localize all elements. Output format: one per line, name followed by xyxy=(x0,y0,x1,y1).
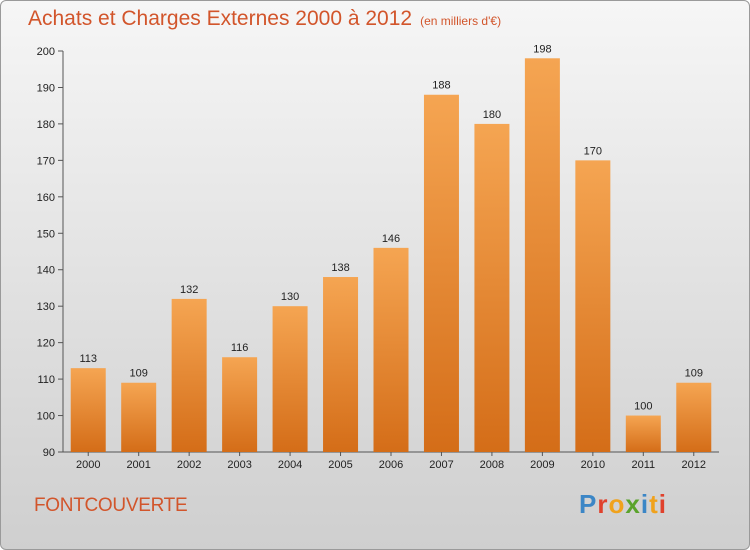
x-tick-label: 2000 xyxy=(76,459,100,471)
data-label: 100 xyxy=(634,401,652,413)
data-label: 188 xyxy=(432,80,450,92)
data-label: 170 xyxy=(584,145,602,157)
y-tick-label: 100 xyxy=(37,411,55,423)
y-tick-label: 190 xyxy=(37,82,55,94)
x-tick-label: 2002 xyxy=(177,459,201,471)
logo-letter: o xyxy=(608,489,626,519)
data-label: 109 xyxy=(685,368,703,380)
bar xyxy=(423,94,459,452)
x-tick-label: 2004 xyxy=(278,459,302,471)
x-tick-label: 2008 xyxy=(480,459,504,471)
y-tick-label: 150 xyxy=(37,228,55,240)
bar xyxy=(171,298,207,452)
bar xyxy=(676,382,712,452)
title-text: Achats et Charges Externes 2000 à 2012 xyxy=(28,7,413,30)
y-tick-label: 130 xyxy=(37,301,55,313)
bar xyxy=(222,357,258,452)
x-tick-label: 2011 xyxy=(631,459,655,471)
y-tick-label: 120 xyxy=(37,338,55,350)
logo-letter: i xyxy=(658,489,667,519)
x-tick-label: 2006 xyxy=(379,459,403,471)
x-tick-label: 2007 xyxy=(429,459,453,471)
x-tick-label: 2009 xyxy=(530,459,554,471)
x-tick-label: 2010 xyxy=(581,459,605,471)
x-tick-label: 2001 xyxy=(126,459,150,471)
proxiti-logo: Proxiti xyxy=(579,489,667,520)
bar xyxy=(625,415,661,452)
bar xyxy=(575,160,611,452)
x-tick-label: 2005 xyxy=(328,459,352,471)
y-tick-label: 200 xyxy=(37,46,55,58)
chart-title: Achats et Charges Externes 2000 à 2012 (e… xyxy=(28,7,501,31)
logo-letter: t xyxy=(649,489,659,519)
data-label: 146 xyxy=(382,233,400,245)
y-tick-label: 140 xyxy=(37,265,55,277)
data-label: 116 xyxy=(231,342,249,354)
x-tick-label: 2012 xyxy=(682,459,706,471)
data-label: 138 xyxy=(331,262,349,274)
logo-letter: i xyxy=(640,489,650,519)
data-label: 180 xyxy=(483,109,501,121)
bar xyxy=(524,58,560,453)
y-tick-label: 110 xyxy=(37,374,55,386)
data-label: 113 xyxy=(79,353,97,365)
y-tick-label: 160 xyxy=(37,192,55,204)
bar xyxy=(474,123,510,452)
data-label: 132 xyxy=(180,284,198,296)
logo-letter: x xyxy=(625,489,641,519)
bar xyxy=(373,247,409,452)
data-label: 198 xyxy=(533,43,551,55)
bar xyxy=(323,277,359,452)
y-tick-label: 170 xyxy=(37,155,55,167)
bar xyxy=(70,368,106,452)
bar xyxy=(121,382,157,452)
x-tick-label: 2003 xyxy=(227,459,251,471)
y-tick-label: 90 xyxy=(43,447,55,459)
commune-name: FONTCOUVERTE xyxy=(34,495,188,516)
bar xyxy=(272,306,308,452)
y-tick-label: 180 xyxy=(37,119,55,131)
data-label: 130 xyxy=(281,291,299,303)
title-unit: (en milliers d'€) xyxy=(420,14,502,28)
data-label: 109 xyxy=(130,368,148,380)
logo-letter: r xyxy=(597,489,609,519)
logo-letter: P xyxy=(579,489,598,519)
